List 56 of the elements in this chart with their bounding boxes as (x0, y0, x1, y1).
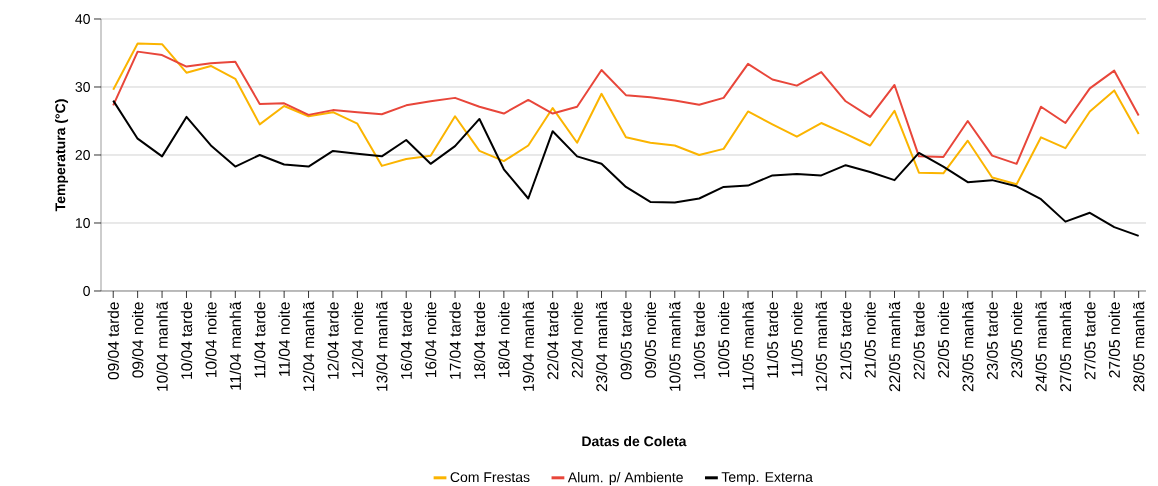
x-tick-label: 22/04 tarde (547, 302, 559, 380)
line-series (112, 50, 1140, 165)
legend-label: Temp. Externa (721, 472, 813, 485)
x-tick-label: 27/05 noite (1108, 302, 1120, 378)
x-tick-label: 23/05 manhã (962, 301, 974, 392)
x-tick-label: 28/05 manhã (1132, 301, 1145, 392)
y-tick-label: 40 (75, 14, 90, 24)
x-tick-label: 11/04 tarde (254, 302, 266, 378)
x-tick-label: 21/05 tarde (839, 302, 852, 380)
x-tick-label: 19/04 manhã (522, 301, 534, 391)
x-tick-label: 11/05 noite (791, 302, 803, 376)
x-tick-label: 11/05 manhã (742, 301, 754, 390)
y-tick-label: 10 (75, 218, 90, 228)
x-tick-label: 18/04 tarde (473, 302, 486, 379)
x-tick-label: 22/05 noite (937, 302, 950, 378)
y-axis-title: Temperatura (°C) (54, 99, 69, 212)
x-tick-label: 22/05 manhã (888, 301, 901, 392)
x-tick-label: 11/04 manhã (229, 301, 241, 390)
x-tick-label: 10/05 manhã (669, 301, 681, 391)
x-axis-title: Datas de Coleta (582, 435, 687, 447)
x-tick-label: 16/04 noite (424, 302, 437, 378)
legend-label: Com Frestas (450, 472, 530, 483)
x-tick-label: 09/04 tarde (107, 302, 119, 380)
legend-label: Alum. p/ Ambiente (567, 471, 683, 486)
x-tick-label: 18/04 noite (498, 302, 510, 378)
x-tick-label: 10/04 noite (205, 302, 217, 378)
y-tick-label: 30 (75, 82, 90, 92)
x-tick-label: 16/04 tarde (400, 302, 412, 379)
x-tick-label: 23/04 manhã (595, 301, 608, 392)
x-tick-label: 21/05 noite (864, 302, 876, 378)
x-tick-label: 09/04 noite (131, 302, 144, 378)
x-tick-label: 09/05 noite (644, 302, 657, 378)
x-tick-label: 11/04 noite (278, 302, 290, 376)
x-tick-label: 23/05 tarde (986, 302, 998, 380)
line-series (112, 99, 1140, 237)
y-tick-label: 0 (83, 286, 90, 296)
x-tick-label: 22/05 tarde (913, 302, 925, 380)
x-tick-label: 17/04 tarde (449, 302, 461, 379)
x-tick-label: 24/05 manhã (1035, 301, 1047, 392)
x-tick-label: 10/05 tarde (693, 302, 705, 379)
x-tick-label: 12/04 noite (351, 302, 364, 378)
x-tick-label: 10/04 tarde (180, 302, 193, 379)
y-tick-label: 20 (75, 150, 90, 160)
x-tick-label: 13/04 manhã (376, 301, 388, 391)
x-tick-label: 12/05 manhã (815, 301, 827, 391)
x-tick-label: 27/05 tarde (1084, 302, 1096, 380)
x-tick-label: 12/04 manhã (302, 301, 315, 391)
x-tick-label: 10/05 noite (717, 302, 730, 378)
x-tick-label: 10/04 manhã (156, 301, 168, 391)
x-tick-label: 22/04 noite (571, 302, 583, 378)
x-tick-label: 11/05 tarde (766, 302, 779, 378)
x-tick-label: 09/05 tarde (620, 302, 632, 380)
x-tick-label: 23/05 noite (1010, 302, 1023, 378)
line-series (112, 42, 1140, 186)
x-tick-label: 27/05 manhã (1059, 301, 1072, 392)
x-tick-label: 12/04 tarde (327, 302, 339, 379)
